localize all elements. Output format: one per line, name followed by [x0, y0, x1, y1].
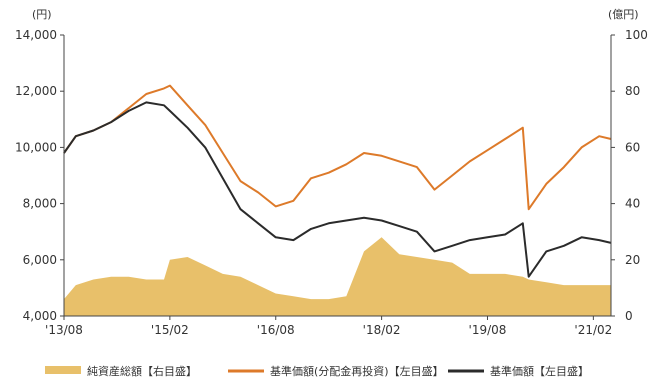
left-tick-label: 8,000: [23, 197, 57, 211]
right-tick-label: 20: [625, 253, 640, 267]
left-tick-label: 6,000: [23, 253, 57, 267]
x-tick-label: '13/08: [45, 323, 83, 337]
x-tick-label: '16/08: [257, 323, 295, 337]
series-line-nav: [64, 102, 611, 276]
x-tick-label: '19/08: [469, 323, 507, 337]
right-tick-label: 100: [625, 28, 648, 42]
right-axis-unit: (億円): [608, 8, 639, 21]
x-tick-label: '21/02: [574, 323, 612, 337]
left-tick-label: 10,000: [15, 140, 57, 154]
x-tick-label: '18/02: [363, 323, 401, 337]
series-line-nav-reinvested: [64, 86, 611, 210]
x-tick-label: '15/02: [151, 323, 189, 337]
legend-label: 基準価額【左目盛】: [490, 364, 589, 378]
left-axis-unit: (円): [32, 8, 52, 21]
line-layer: [64, 86, 611, 277]
right-tick-label: 60: [625, 140, 640, 154]
left-tick-label: 14,000: [15, 28, 57, 42]
right-tick-label: 0: [625, 309, 633, 323]
axis-layer: (円) (億円): [32, 8, 639, 316]
right-tick-label: 80: [625, 84, 640, 98]
legend-swatch: [45, 366, 81, 374]
left-tick-label: 12,000: [15, 84, 57, 98]
legend-label: 基準価額(分配金再投資)【左目盛】: [270, 364, 444, 378]
right-tick-label: 40: [625, 197, 640, 211]
legend: 純資産総額【右目盛】 基準価額(分配金再投資)【左目盛】 基準価額【左目盛】: [45, 364, 589, 378]
legend-label: 純資産総額【右目盛】: [87, 364, 197, 378]
left-tick-label: 4,000: [23, 309, 57, 323]
